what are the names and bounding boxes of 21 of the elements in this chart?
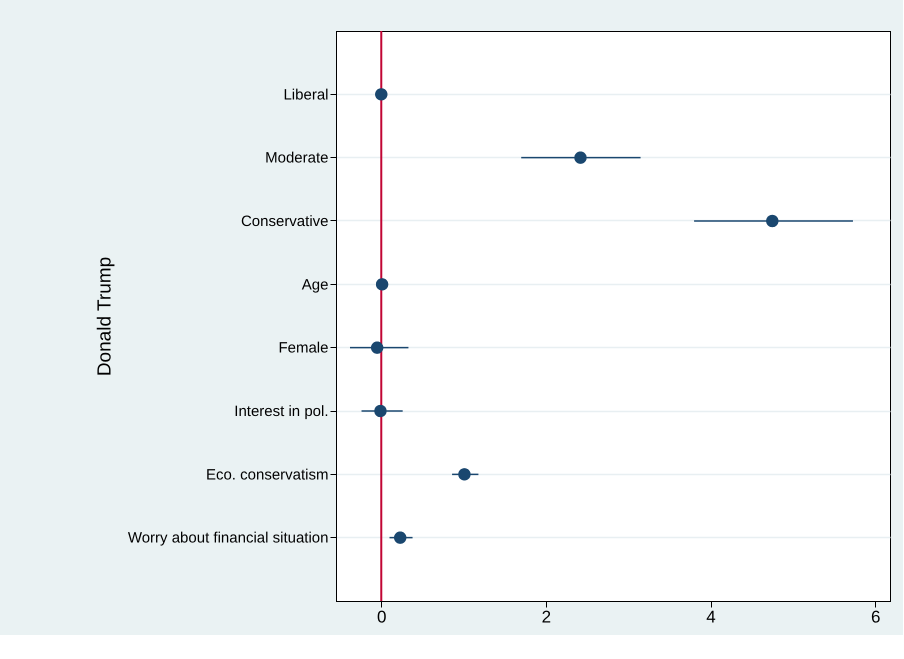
point xyxy=(375,88,388,100)
y-tick-label: Age xyxy=(302,276,328,294)
y-tick-label: Eco. conservatism xyxy=(206,466,328,484)
x-tick-label: 6 xyxy=(870,608,880,626)
point xyxy=(394,532,406,544)
x-tick-label: 0 xyxy=(377,608,387,626)
y-tick-label: Female xyxy=(278,340,328,357)
y-axis-title: Donald Trump xyxy=(94,256,116,376)
y-tick-label: Moderate xyxy=(265,150,328,167)
y-tick-label: Worry about financial situation xyxy=(128,530,328,547)
point xyxy=(458,468,471,480)
point xyxy=(574,152,587,164)
point xyxy=(374,404,387,418)
y-tick-label: Liberal xyxy=(283,86,328,104)
x-tick-label: 2 xyxy=(542,608,552,626)
x-tick-label: 4 xyxy=(706,608,716,626)
point xyxy=(766,214,778,228)
y-tick-label: Interest in pol. xyxy=(234,403,328,420)
point xyxy=(371,342,384,354)
y-tick-label: Conservative xyxy=(240,213,328,230)
point xyxy=(376,278,388,290)
